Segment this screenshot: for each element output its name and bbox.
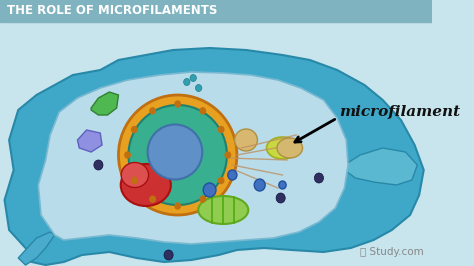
- Ellipse shape: [235, 129, 257, 151]
- Polygon shape: [345, 148, 417, 185]
- Circle shape: [150, 108, 155, 114]
- Circle shape: [228, 170, 237, 180]
- Circle shape: [314, 173, 323, 183]
- Circle shape: [203, 183, 216, 197]
- Text: THE ROLE OF MICROFILAMENTS: THE ROLE OF MICROFILAMENTS: [7, 5, 218, 18]
- Circle shape: [125, 152, 130, 158]
- Ellipse shape: [277, 138, 302, 158]
- Polygon shape: [18, 232, 55, 265]
- Circle shape: [190, 74, 196, 81]
- Polygon shape: [77, 130, 102, 152]
- Ellipse shape: [147, 124, 202, 180]
- Polygon shape: [38, 72, 348, 244]
- Circle shape: [200, 108, 206, 114]
- Circle shape: [175, 101, 181, 107]
- Circle shape: [164, 250, 173, 260]
- Circle shape: [219, 177, 224, 184]
- Circle shape: [219, 127, 224, 132]
- Circle shape: [276, 193, 285, 203]
- Text: microfilament: microfilament: [339, 105, 460, 119]
- Circle shape: [254, 179, 265, 191]
- Ellipse shape: [118, 95, 237, 215]
- Text: Ⓞ Study.com: Ⓞ Study.com: [360, 247, 424, 257]
- Ellipse shape: [121, 163, 148, 188]
- Bar: [0, 0, 432, 22]
- Circle shape: [132, 177, 137, 184]
- Circle shape: [94, 160, 103, 170]
- Circle shape: [200, 196, 206, 202]
- Circle shape: [175, 203, 181, 209]
- Ellipse shape: [198, 196, 248, 224]
- Circle shape: [225, 152, 230, 158]
- Ellipse shape: [266, 137, 299, 159]
- Polygon shape: [91, 92, 118, 115]
- Ellipse shape: [128, 105, 227, 205]
- Ellipse shape: [121, 164, 171, 206]
- Polygon shape: [5, 48, 424, 265]
- Circle shape: [279, 181, 286, 189]
- Circle shape: [150, 196, 155, 202]
- Circle shape: [183, 78, 190, 85]
- Circle shape: [195, 85, 202, 92]
- Circle shape: [132, 127, 137, 132]
